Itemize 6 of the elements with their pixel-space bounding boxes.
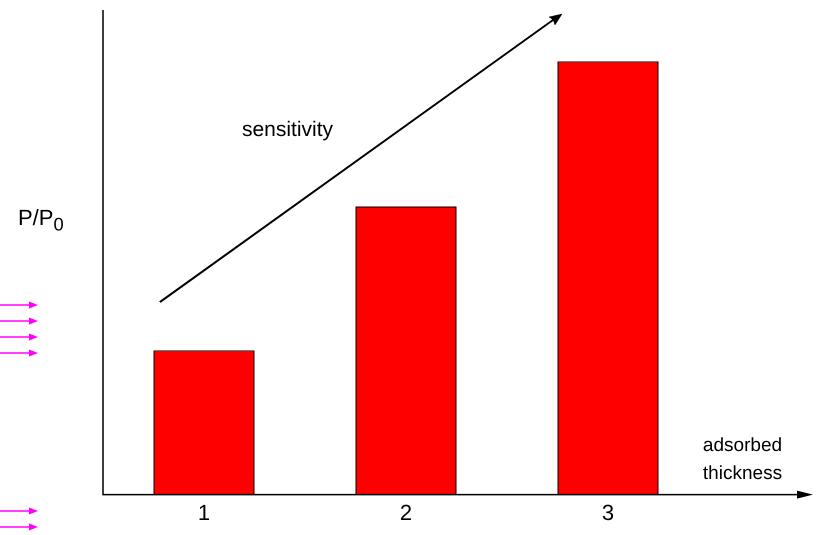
x-tick-label: 2 xyxy=(400,500,412,525)
x-tick-label: 3 xyxy=(602,500,614,525)
annotation: sensitivity xyxy=(242,118,334,142)
x-axis-title: adsorbed thickness xyxy=(702,434,784,486)
x-tick-label: 1 xyxy=(198,500,210,525)
y-axis-title: P/P$_{0}$ xyxy=(18,205,64,236)
